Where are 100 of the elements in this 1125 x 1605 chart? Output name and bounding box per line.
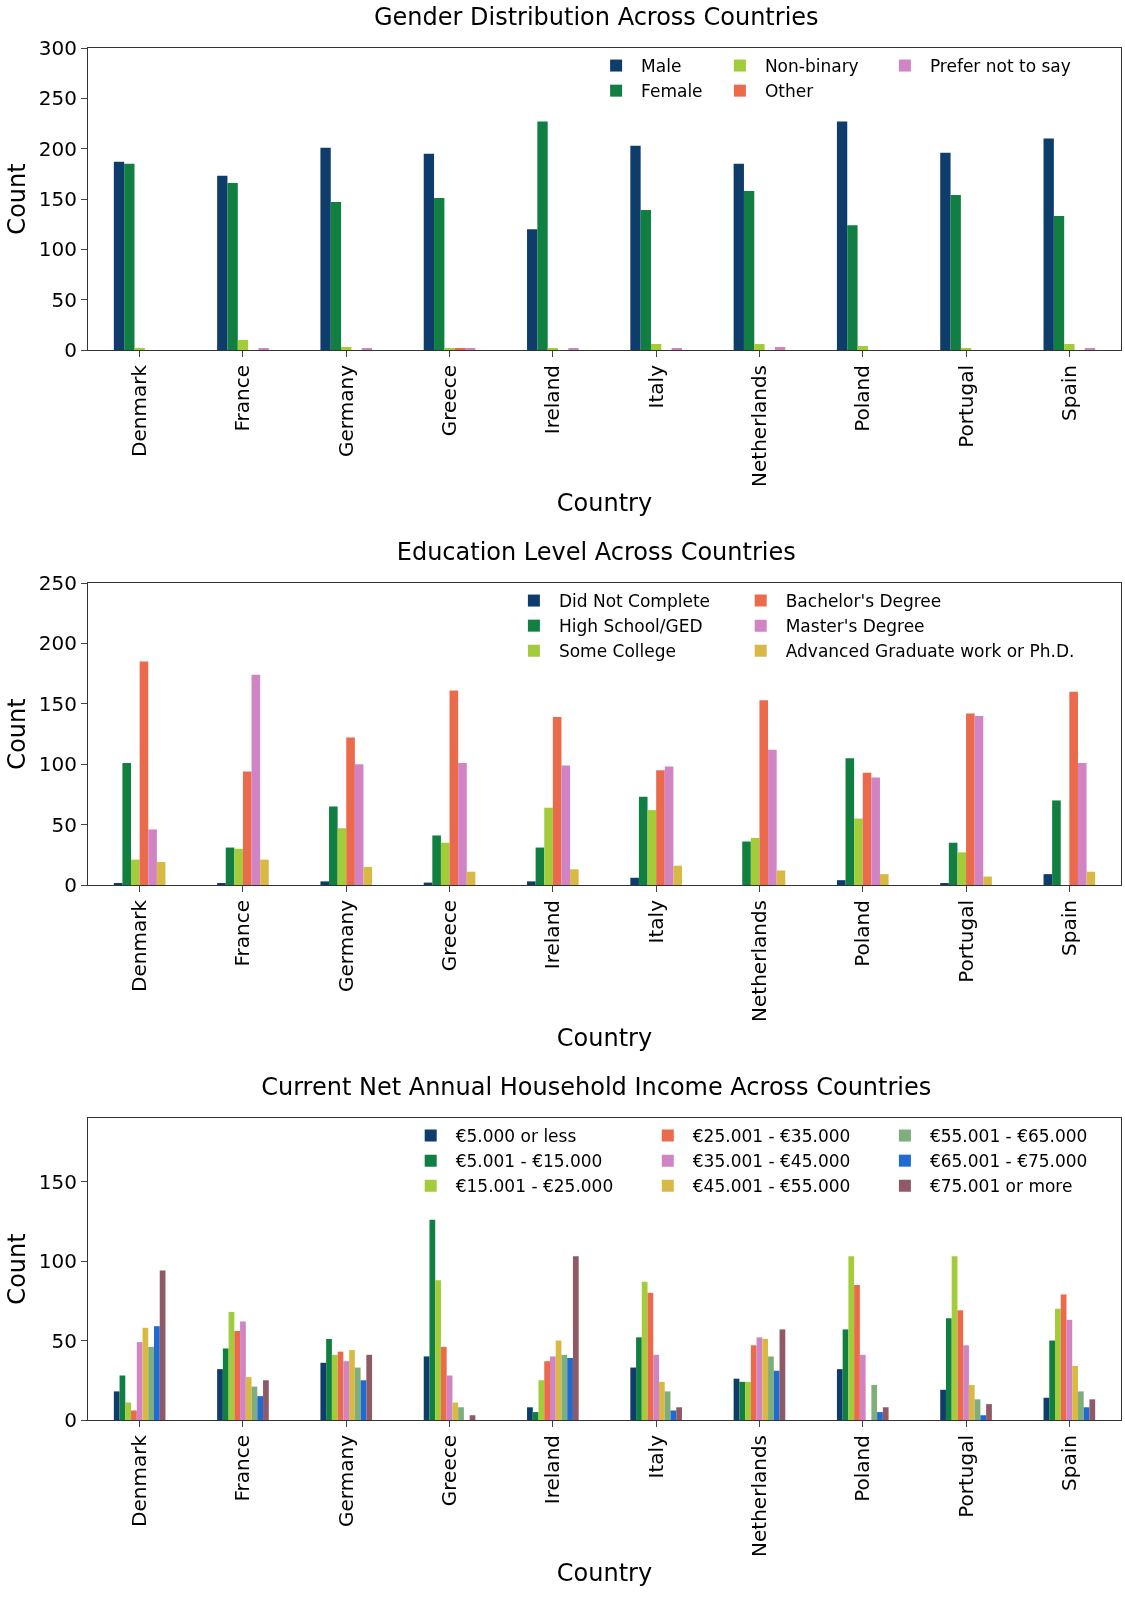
bar <box>547 347 559 350</box>
bar <box>739 1381 746 1420</box>
legend-label: €45.001 - €55.000 <box>692 1176 851 1197</box>
bar <box>329 806 338 885</box>
bar <box>848 1256 855 1420</box>
y-tick-label: 50 <box>51 812 77 837</box>
bar <box>429 1219 436 1420</box>
x-tick-label: Poland <box>850 900 875 967</box>
bar <box>234 848 243 885</box>
x-tick-label: Germany <box>333 364 358 457</box>
bar <box>948 842 958 885</box>
x-tick-label: Portugal <box>953 365 978 448</box>
x-tick-label: Netherlands <box>746 1435 771 1557</box>
y-tick-label: 50 <box>51 1328 77 1353</box>
bar <box>963 1345 969 1420</box>
x-tick-label: Greece <box>437 900 462 972</box>
legend-label: Master's Degree <box>785 616 925 637</box>
x-tick-label: Spain <box>1056 365 1081 421</box>
x-tick-label: Spain <box>1056 900 1081 956</box>
bar <box>148 829 157 885</box>
x-tick-label: Italy <box>643 1434 668 1479</box>
legend-label: €55.001 - €65.000 <box>929 1126 1088 1147</box>
x-tick-label: Ireland <box>540 1435 565 1505</box>
x-tick-label: France <box>230 900 255 967</box>
x-tick-label: Italy <box>643 899 668 944</box>
x-tick-label: Denmark <box>127 1434 152 1527</box>
legend-label: High School/GED <box>558 616 703 637</box>
bar <box>1086 871 1096 885</box>
bar <box>754 343 765 350</box>
bar <box>217 175 228 350</box>
bar <box>647 810 657 885</box>
bar <box>454 347 466 350</box>
legend-label: Non-binary <box>764 56 859 77</box>
bar <box>1069 691 1078 885</box>
bar <box>561 1354 568 1420</box>
bar <box>245 1377 252 1420</box>
x-tick-label: Ireland <box>540 900 565 970</box>
x-tick-label: Germany <box>333 1434 358 1527</box>
bar <box>242 771 252 885</box>
bar <box>122 762 132 885</box>
legend-label: €15.001 - €25.000 <box>455 1176 614 1197</box>
bar <box>836 1369 843 1420</box>
y-tick-label: 50 <box>51 287 77 312</box>
bar <box>650 343 662 350</box>
bar <box>240 1321 246 1420</box>
bar <box>444 347 455 350</box>
legend-label: Did Not Complete <box>558 591 711 612</box>
x-tick-label: Italy <box>643 364 668 409</box>
y-tick-label: 150 <box>38 1169 77 1194</box>
bar <box>570 869 579 885</box>
x-tick-label: Greece <box>437 1435 462 1507</box>
bar <box>768 1356 774 1420</box>
bar <box>762 1338 769 1420</box>
legend-label: Female <box>641 81 703 102</box>
bar <box>320 147 331 350</box>
bar <box>857 345 868 350</box>
legend-label: €65.001 - €75.000 <box>929 1151 1088 1172</box>
bar <box>331 1354 338 1420</box>
bar <box>434 197 445 350</box>
bar <box>974 715 984 885</box>
bar <box>966 713 975 885</box>
bar <box>527 229 538 350</box>
bar <box>960 347 972 350</box>
bar <box>469 1415 476 1420</box>
bar <box>676 1407 682 1420</box>
bar <box>743 190 755 350</box>
bar <box>148 1346 154 1420</box>
bar <box>131 1410 137 1420</box>
bar <box>537 121 548 350</box>
bar <box>854 818 863 885</box>
x-tick-label: France <box>230 365 255 432</box>
bar <box>458 1407 464 1420</box>
chart-title: Gender Distribution Across Countries <box>373 2 819 31</box>
bar <box>656 770 665 885</box>
legend-label: Bachelor's Degree <box>785 591 942 612</box>
bar <box>125 1402 132 1420</box>
bar <box>776 870 786 885</box>
y-tick-label: 250 <box>38 571 77 595</box>
bar <box>638 796 648 885</box>
bar <box>432 835 441 885</box>
x-axis-title: Country <box>556 1024 653 1053</box>
y-tick-label: 300 <box>38 36 77 60</box>
bar <box>773 1370 780 1420</box>
y-tick-label: 200 <box>38 136 77 161</box>
y-tick-label: 150 <box>38 691 77 716</box>
bar <box>641 1281 648 1420</box>
bar <box>1043 138 1054 350</box>
bar <box>664 1391 671 1420</box>
bar <box>337 828 347 885</box>
bar <box>862 772 872 885</box>
bar <box>346 737 355 885</box>
x-tick-label: Portugal <box>953 900 978 983</box>
bar <box>1066 1319 1073 1420</box>
bar <box>136 1342 143 1420</box>
bar <box>1089 1399 1096 1420</box>
bar <box>940 1389 946 1420</box>
bar <box>836 121 848 350</box>
x-axis-title: Country <box>556 1559 653 1588</box>
bar <box>1049 1340 1055 1420</box>
bar <box>940 152 951 350</box>
